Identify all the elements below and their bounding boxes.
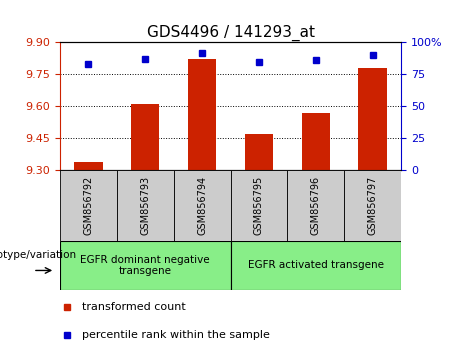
Bar: [245, 134, 273, 170]
Bar: [344, 170, 401, 241]
Text: genotype/variation: genotype/variation: [0, 250, 77, 259]
Bar: [60, 241, 230, 290]
Text: transformed count: transformed count: [82, 302, 186, 312]
Bar: [230, 241, 401, 290]
Text: GSM856792: GSM856792: [83, 176, 94, 235]
Text: GSM856797: GSM856797: [367, 176, 378, 235]
Bar: [131, 104, 160, 170]
Bar: [188, 59, 216, 170]
Bar: [117, 170, 174, 241]
Bar: [358, 68, 387, 170]
Text: GSM856793: GSM856793: [140, 176, 150, 235]
Bar: [230, 170, 287, 241]
Bar: [301, 113, 330, 170]
Text: EGFR dominant negative
transgene: EGFR dominant negative transgene: [80, 255, 210, 276]
Text: GSM856796: GSM856796: [311, 176, 321, 235]
Text: percentile rank within the sample: percentile rank within the sample: [82, 330, 270, 341]
Bar: [60, 170, 117, 241]
Bar: [74, 162, 102, 170]
Bar: [174, 170, 230, 241]
Text: EGFR activated transgene: EGFR activated transgene: [248, 261, 384, 270]
Text: GSM856795: GSM856795: [254, 176, 264, 235]
Text: GSM856794: GSM856794: [197, 176, 207, 235]
Title: GDS4496 / 141293_at: GDS4496 / 141293_at: [147, 25, 314, 41]
Bar: [287, 170, 344, 241]
